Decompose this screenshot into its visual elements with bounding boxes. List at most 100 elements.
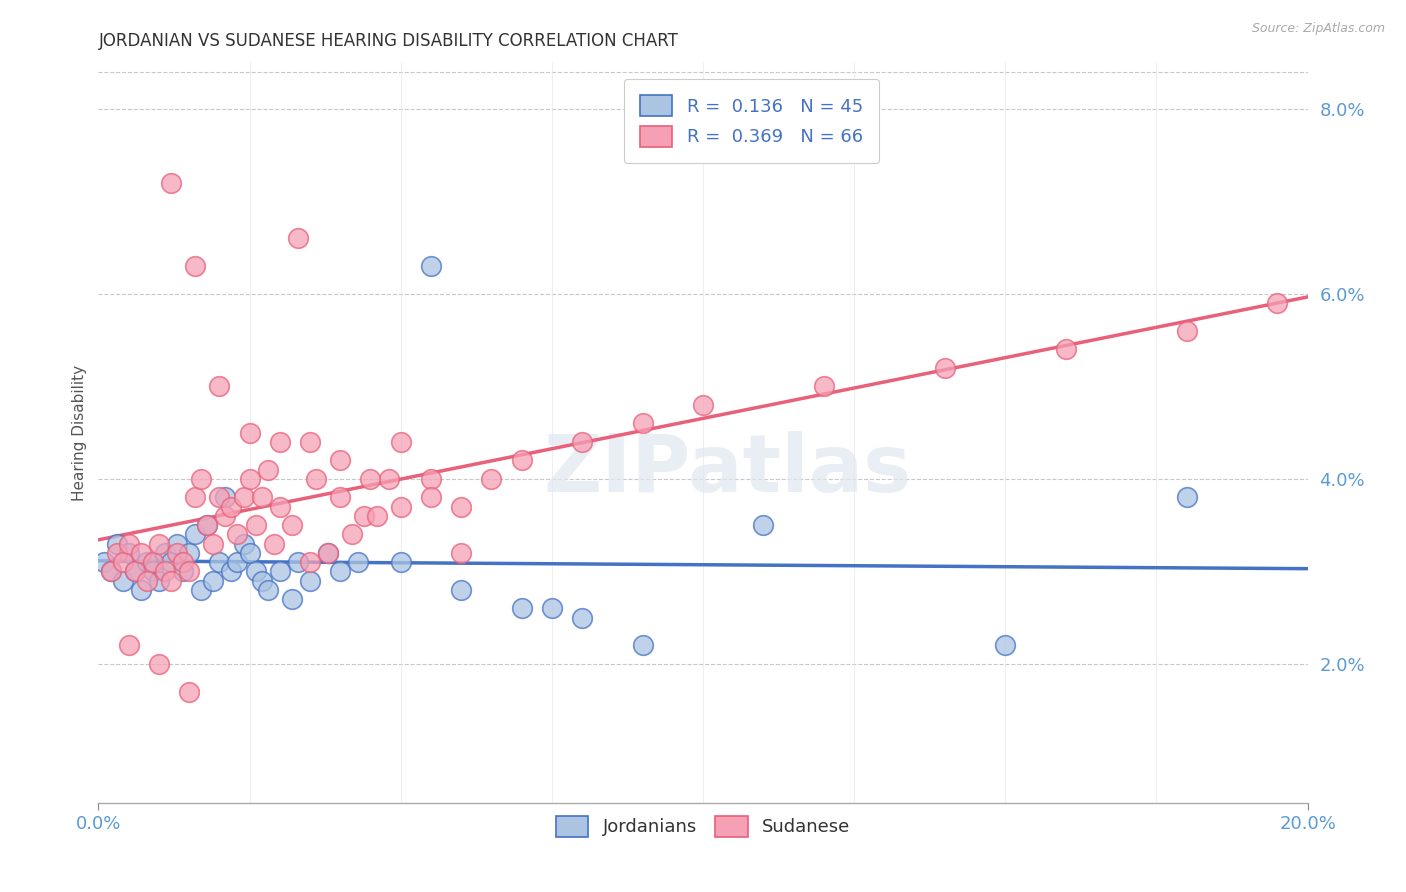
Point bbox=[226, 527, 249, 541]
Point bbox=[105, 546, 128, 560]
Point bbox=[481, 472, 503, 486]
Point bbox=[342, 527, 364, 541]
Point bbox=[450, 546, 472, 560]
Point bbox=[195, 518, 218, 533]
Point bbox=[510, 601, 533, 615]
Point bbox=[124, 565, 146, 579]
Point bbox=[420, 259, 443, 273]
Point bbox=[135, 555, 157, 569]
Point bbox=[256, 582, 278, 597]
Point bbox=[232, 491, 254, 505]
Point bbox=[118, 546, 141, 560]
Point bbox=[129, 546, 152, 560]
Point bbox=[166, 546, 188, 560]
Point bbox=[571, 434, 593, 449]
Point bbox=[245, 565, 267, 579]
Point bbox=[250, 491, 273, 505]
Point bbox=[692, 398, 714, 412]
Point bbox=[105, 536, 128, 550]
Point bbox=[129, 582, 152, 597]
Point bbox=[250, 574, 273, 588]
Point bbox=[93, 555, 115, 569]
Point bbox=[208, 555, 231, 569]
Point bbox=[153, 546, 176, 560]
Point bbox=[184, 259, 207, 273]
Point bbox=[299, 434, 322, 449]
Y-axis label: Hearing Disability: Hearing Disability bbox=[72, 365, 87, 500]
Point bbox=[510, 453, 533, 467]
Point bbox=[148, 536, 170, 550]
Point bbox=[135, 574, 157, 588]
Point bbox=[221, 500, 243, 514]
Point bbox=[366, 508, 388, 523]
Point bbox=[214, 491, 236, 505]
Point bbox=[256, 462, 278, 476]
Point bbox=[631, 639, 654, 653]
Point bbox=[269, 500, 291, 514]
Point bbox=[305, 472, 328, 486]
Point bbox=[1054, 343, 1077, 357]
Point bbox=[239, 546, 262, 560]
Point bbox=[450, 582, 472, 597]
Point bbox=[172, 555, 194, 569]
Point bbox=[179, 685, 201, 699]
Point bbox=[316, 546, 339, 560]
Point bbox=[631, 417, 654, 431]
Point bbox=[1175, 324, 1198, 338]
Text: ZIPatlas: ZIPatlas bbox=[543, 431, 911, 508]
Point bbox=[934, 360, 956, 375]
Legend: Jordanians, Sudanese: Jordanians, Sudanese bbox=[547, 806, 859, 846]
Point bbox=[184, 527, 207, 541]
Point bbox=[202, 574, 225, 588]
Point bbox=[540, 601, 562, 615]
Point bbox=[118, 536, 141, 550]
Point bbox=[148, 574, 170, 588]
Point bbox=[389, 434, 412, 449]
Point bbox=[420, 472, 443, 486]
Point bbox=[389, 555, 412, 569]
Point bbox=[1175, 491, 1198, 505]
Point bbox=[353, 508, 375, 523]
Point bbox=[208, 379, 231, 393]
Point bbox=[190, 472, 212, 486]
Text: Source: ZipAtlas.com: Source: ZipAtlas.com bbox=[1251, 22, 1385, 36]
Point bbox=[172, 565, 194, 579]
Point bbox=[179, 565, 201, 579]
Point bbox=[214, 508, 236, 523]
Point bbox=[752, 518, 775, 533]
Point bbox=[347, 555, 370, 569]
Point bbox=[142, 555, 165, 569]
Point bbox=[160, 555, 183, 569]
Point bbox=[111, 574, 134, 588]
Point bbox=[420, 491, 443, 505]
Point bbox=[166, 536, 188, 550]
Point bbox=[239, 472, 262, 486]
Point bbox=[377, 472, 399, 486]
Point bbox=[148, 657, 170, 671]
Point bbox=[281, 518, 304, 533]
Point bbox=[287, 555, 309, 569]
Point bbox=[329, 453, 352, 467]
Point bbox=[245, 518, 267, 533]
Point bbox=[239, 425, 262, 440]
Point bbox=[179, 546, 201, 560]
Point bbox=[1267, 296, 1289, 310]
Point bbox=[221, 565, 243, 579]
Point bbox=[118, 639, 141, 653]
Point bbox=[124, 565, 146, 579]
Point bbox=[269, 434, 291, 449]
Point bbox=[202, 536, 225, 550]
Point bbox=[389, 500, 412, 514]
Point bbox=[100, 565, 122, 579]
Point bbox=[299, 574, 322, 588]
Point bbox=[329, 565, 352, 579]
Point bbox=[153, 565, 176, 579]
Point bbox=[142, 565, 165, 579]
Point bbox=[360, 472, 382, 486]
Point bbox=[316, 546, 339, 560]
Point bbox=[994, 639, 1017, 653]
Point bbox=[184, 491, 207, 505]
Point bbox=[160, 574, 183, 588]
Point bbox=[208, 491, 231, 505]
Point bbox=[232, 536, 254, 550]
